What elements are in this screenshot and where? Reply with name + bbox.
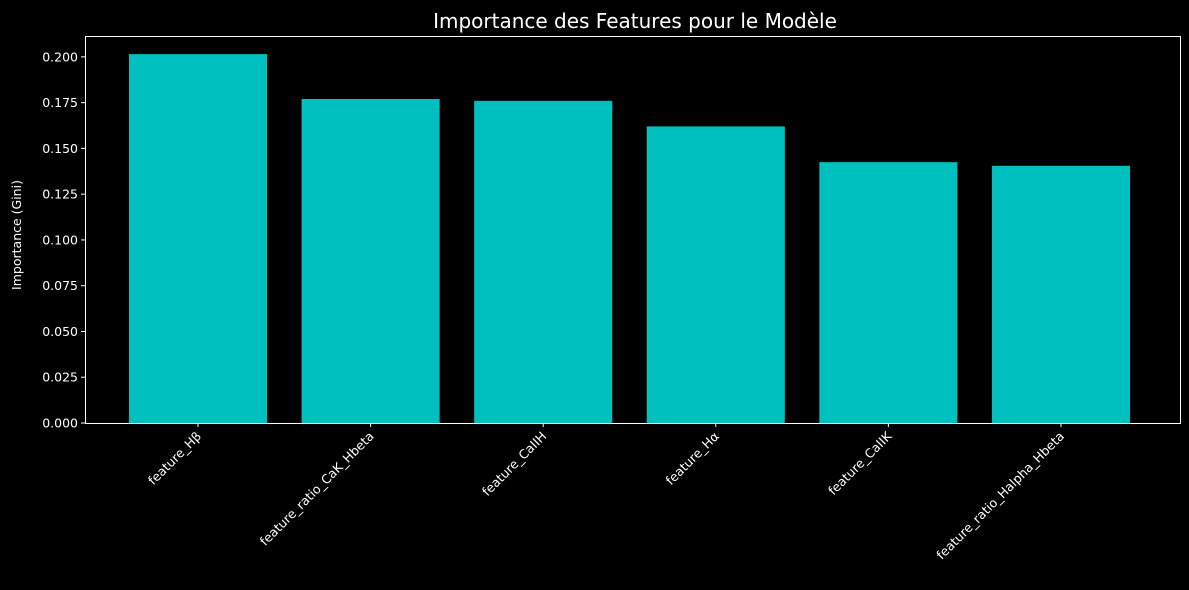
bar-5: [991, 165, 1130, 424]
y-tick-label: 0.175: [42, 95, 78, 110]
bar-3: [646, 126, 785, 424]
y-tick-label: 0.075: [42, 278, 78, 293]
bar-0: [129, 54, 268, 424]
y-tick-label: 0.050: [42, 324, 78, 339]
y-tick-label: 0.000: [42, 416, 78, 431]
y-tick-label: 0.100: [42, 232, 78, 247]
y-tick-label: 0.150: [42, 141, 78, 156]
y-tick-label: 0.025: [42, 370, 78, 385]
bar-2: [474, 100, 613, 423]
bar-1: [301, 98, 440, 423]
axes-frame: [85, 36, 1181, 424]
bar-4: [819, 162, 958, 423]
bars-layer: [129, 54, 1130, 424]
chart-title: Importance des Features pour le Modèle: [433, 9, 837, 33]
y-axis-label: Importance (Gini): [9, 180, 24, 290]
y-axis: 0.000 0.025 0.050 0.075 0.100 0.125 0.150 0.175…: [42, 49, 85, 431]
y-tick-label: 0.200: [42, 49, 78, 64]
y-tick-label: 0.125: [42, 187, 78, 202]
